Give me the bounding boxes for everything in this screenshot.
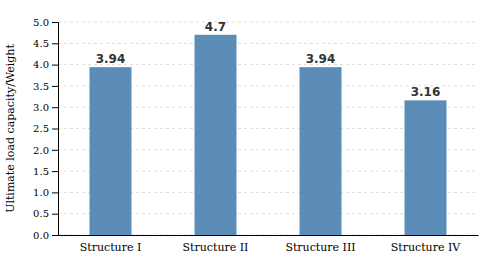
grid-line bbox=[58, 43, 478, 44]
tick: Structure II bbox=[183, 241, 249, 254]
grid-line bbox=[58, 22, 478, 23]
tick: 2.0 bbox=[33, 145, 58, 156]
y-axis-title: Ultimate load capacity/Weight bbox=[4, 44, 17, 213]
tick-mark bbox=[52, 65, 58, 66]
x-axis: Structure I Structure II Structure III Stru… bbox=[59, 236, 479, 254]
tick-mark bbox=[52, 171, 58, 172]
tick: 4.0 bbox=[33, 59, 58, 70]
tick-label: 4.0 bbox=[33, 59, 49, 70]
tick-mark bbox=[52, 129, 58, 130]
bar bbox=[405, 100, 447, 235]
tick: Structure III bbox=[285, 241, 355, 254]
tick-label: 1.5 bbox=[33, 166, 49, 177]
tick-mark bbox=[52, 43, 58, 44]
tick-label: 0.5 bbox=[33, 208, 49, 219]
tick: 2.5 bbox=[33, 123, 58, 134]
tick: 0.5 bbox=[33, 208, 58, 219]
tick-label: 1.0 bbox=[33, 187, 49, 198]
data-label: 3.94 bbox=[96, 52, 126, 66]
tick-label: 2.0 bbox=[33, 145, 49, 156]
tick-mark bbox=[52, 150, 58, 151]
tick-label: Structure I bbox=[80, 241, 142, 254]
tick: 1.0 bbox=[33, 187, 58, 198]
y-axis: 0.0 0.5 1.0 1.5 2.0 2.5 3.0 3.5 4.0 4.5 5.0 bbox=[33, 17, 58, 241]
bars bbox=[90, 35, 447, 235]
data-label: 4.7 bbox=[205, 20, 226, 34]
bar bbox=[90, 67, 132, 235]
tick: 0.0 bbox=[33, 230, 58, 241]
axis-line bbox=[59, 235, 479, 236]
bar bbox=[300, 67, 342, 235]
plot: 3.944.73.943.16Structure IStructure IISt… bbox=[33, 17, 478, 254]
tick-label: 2.5 bbox=[33, 123, 49, 134]
tick-mark bbox=[52, 86, 58, 87]
tick-label: 0.0 bbox=[33, 230, 49, 241]
tick-mark bbox=[52, 22, 58, 23]
axis-line bbox=[52, 23, 59, 236]
tick: 3.0 bbox=[33, 102, 58, 113]
tick: Structure I bbox=[80, 241, 142, 254]
tick-mark bbox=[52, 214, 58, 215]
tick-label: 4.5 bbox=[33, 38, 49, 49]
chart: 3.944.73.943.16Structure IStructure IISt… bbox=[0, 0, 490, 261]
bar bbox=[195, 35, 237, 235]
tick-label: 3.0 bbox=[33, 102, 49, 113]
data-label: 3.94 bbox=[306, 52, 336, 66]
data-labels: 3.94 4.7 3.94 3.16 bbox=[96, 20, 441, 100]
tick-mark bbox=[52, 235, 58, 236]
data-label: 3.16 bbox=[411, 85, 441, 99]
tick-label: Structure III bbox=[285, 241, 355, 254]
tick-mark bbox=[52, 192, 58, 193]
tick: Structure IV bbox=[391, 241, 462, 254]
tick-label: Structure IV bbox=[391, 241, 462, 254]
grid bbox=[58, 22, 478, 235]
tick-mark bbox=[52, 107, 58, 108]
tick: 3.5 bbox=[33, 81, 58, 92]
tick: 4.5 bbox=[33, 38, 58, 49]
tick-label: Structure II bbox=[183, 241, 249, 254]
tick-label: 3.5 bbox=[33, 81, 49, 92]
tick-label: 5.0 bbox=[33, 17, 49, 28]
tick: 5.0 bbox=[33, 17, 58, 28]
tick: 1.5 bbox=[33, 166, 58, 177]
